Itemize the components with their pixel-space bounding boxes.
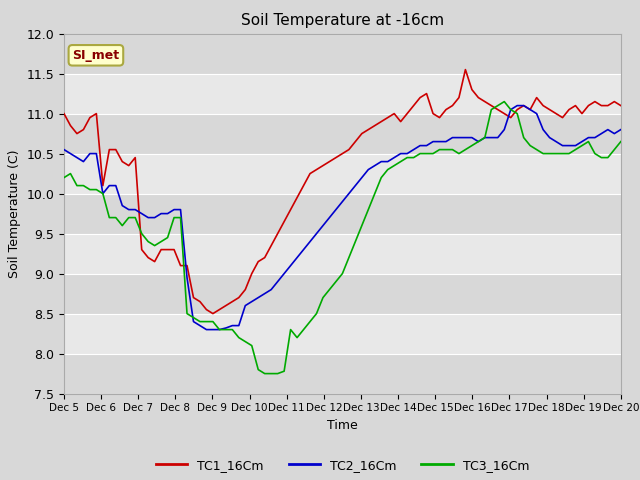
Title: Soil Temperature at -16cm: Soil Temperature at -16cm [241, 13, 444, 28]
Bar [64, 34, 621, 73]
Bar [64, 354, 621, 394]
Text: SI_met: SI_met [72, 49, 120, 62]
X-axis label: Time: Time [327, 419, 358, 432]
Bar [64, 114, 621, 154]
Bar [64, 193, 621, 234]
Y-axis label: Soil Temperature (C): Soil Temperature (C) [8, 149, 21, 278]
Legend: TC1_16Cm, TC2_16Cm, TC3_16Cm: TC1_16Cm, TC2_16Cm, TC3_16Cm [151, 454, 534, 477]
Bar [64, 274, 621, 313]
Bar [64, 154, 621, 193]
Bar [64, 73, 621, 114]
Bar [64, 313, 621, 354]
Bar [64, 234, 621, 274]
